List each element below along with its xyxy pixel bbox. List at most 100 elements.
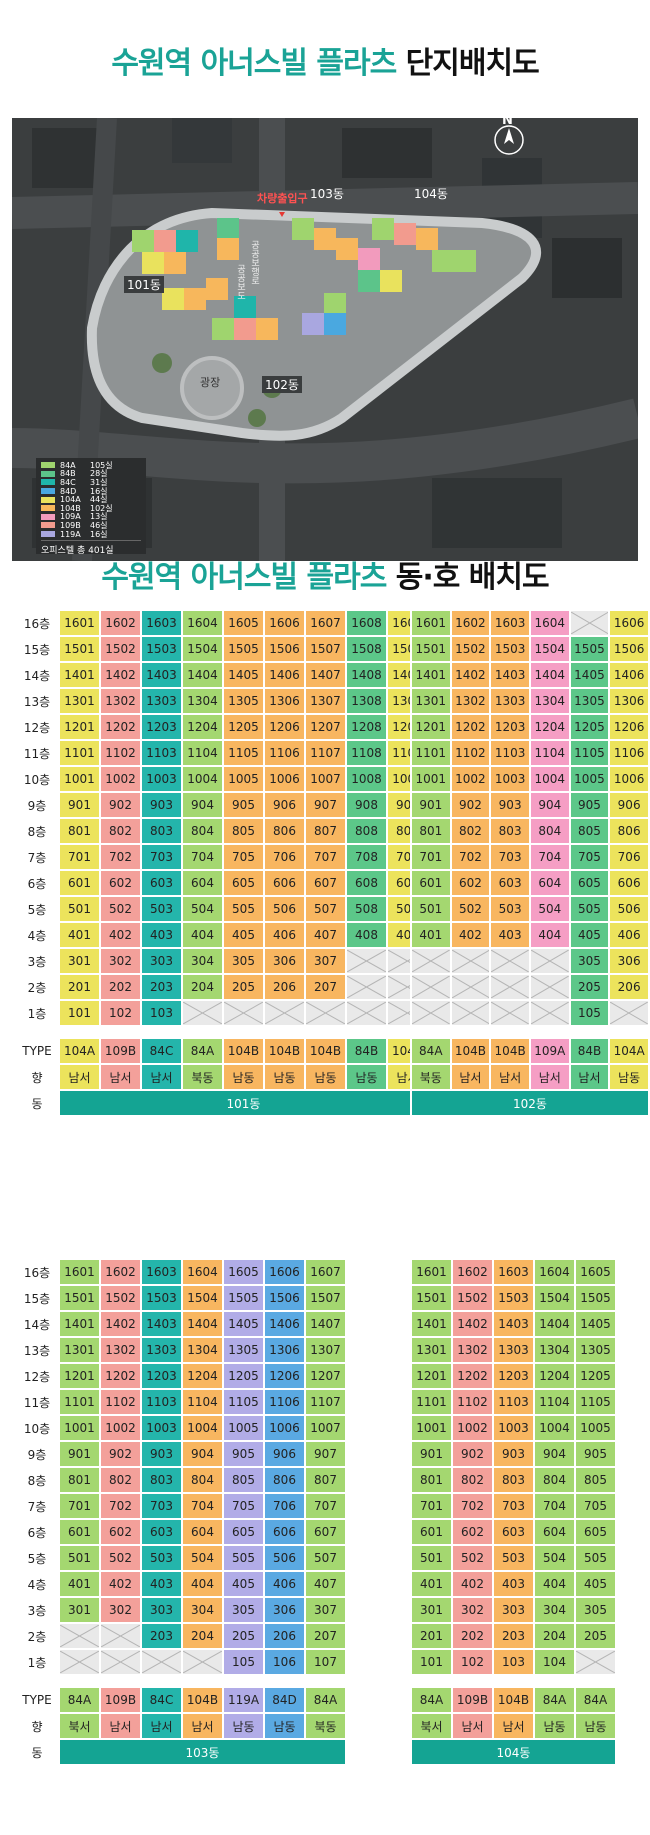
unit-cell: 406 xyxy=(608,921,650,949)
empty-unit-cross-icon xyxy=(412,950,449,972)
unit-cell: 707 xyxy=(304,843,347,871)
direction-row-label: 향 xyxy=(14,1712,60,1740)
floor-row: 13층 1301 1302 1303 1304 1305 1306 1307 xyxy=(14,1336,347,1364)
floor-row: 1101 1102 1103 1104 1105 1106 xyxy=(410,739,650,767)
unit-cell: 404 xyxy=(533,1570,576,1598)
floor-row: 10층 1001 1002 1003 1004 1005 1006 1007 xyxy=(14,1414,347,1442)
legend-count: 44실 xyxy=(90,495,108,505)
unit-cell: 1104 xyxy=(181,1388,224,1416)
unit-cell: 602 xyxy=(99,869,142,897)
unit-cell: 102 xyxy=(451,1648,494,1676)
unit-cell: 1302 xyxy=(99,1336,142,1364)
unit-cell: 1105 xyxy=(222,1388,265,1416)
unit-cell: 807 xyxy=(304,817,347,845)
unit-cell: 1506 xyxy=(263,635,306,663)
unit-cell: 1006 xyxy=(608,765,650,793)
unit-cell: 701 xyxy=(58,1492,101,1520)
unit-cell: 1603 xyxy=(489,609,531,637)
floor-row: 201 202 203 204 205 xyxy=(410,1622,617,1650)
empty-unit-cross-icon xyxy=(452,976,489,998)
unit-cell: 1601 xyxy=(58,609,101,637)
floor-row: 105 xyxy=(410,999,650,1027)
empty-unit xyxy=(449,973,492,1001)
unit-direction-cell: 북동 xyxy=(181,1063,224,1091)
unit-cell: 1401 xyxy=(58,1310,101,1338)
unit-cell: 1402 xyxy=(99,1310,142,1338)
unit-cell: 1403 xyxy=(492,1310,535,1338)
unit-cell: 304 xyxy=(181,1596,224,1624)
unit-cell: 502 xyxy=(449,895,492,923)
empty-unit-cross-icon xyxy=(452,1002,489,1024)
unit-cell: 202 xyxy=(451,1622,494,1650)
unit-cell: 303 xyxy=(140,947,183,975)
unit-cell: 904 xyxy=(533,1440,576,1468)
legend-type: 109A xyxy=(60,512,81,522)
unit-cell: 505 xyxy=(222,895,265,923)
unit-cell: 1502 xyxy=(449,635,492,663)
unit-cell: 503 xyxy=(140,1544,183,1572)
unit-cell: 403 xyxy=(140,921,183,949)
unit-cell: 405 xyxy=(574,1570,617,1598)
unit-type-cell: 84A xyxy=(574,1686,617,1714)
unit-cell: 307 xyxy=(304,947,347,975)
unit-cell: 907 xyxy=(304,791,347,819)
floor-row: 15층 1501 1502 1503 1504 1505 1506 1507 1508 1509 xyxy=(14,635,429,663)
empty-unit-cross-icon xyxy=(577,1651,614,1673)
unit-cell: 1301 xyxy=(410,687,452,715)
unit-cell: 101 xyxy=(58,999,101,1027)
unit-cell: 1005 xyxy=(568,765,611,793)
unit-cell: 1203 xyxy=(140,713,183,741)
floor-row: 2층 201 202 203 204 205 206 207 xyxy=(14,973,429,1001)
empty-unit-cross-icon xyxy=(143,1651,180,1673)
unit-cell: 1503 xyxy=(140,1284,183,1312)
unit-cell: 704 xyxy=(181,1492,224,1520)
unit-cell: 1104 xyxy=(181,739,224,767)
empty-unit xyxy=(181,999,224,1027)
unit-direction-cell: 남서 xyxy=(451,1712,494,1740)
unit-type-cell: 104B xyxy=(263,1037,306,1065)
unit-cell: 1203 xyxy=(140,1362,183,1390)
unit-cell: 1405 xyxy=(222,661,265,689)
unit-cell: 106 xyxy=(263,1648,306,1676)
unit-direction-cell: 남동 xyxy=(263,1712,306,1740)
unit-cell: 206 xyxy=(608,973,650,1001)
unit-type-cell: 84A xyxy=(304,1686,347,1714)
unit-cell: 1303 xyxy=(489,687,531,715)
unit-cell: 1205 xyxy=(222,713,265,741)
floor-row: 601 602 603 604 605 606 xyxy=(410,869,650,897)
empty-unit-cross-icon xyxy=(492,976,528,998)
building-103-label: 103동 xyxy=(310,187,344,201)
unit-cell: 905 xyxy=(222,791,265,819)
floor-row: 7층 701 702 703 704 705 706 707 708 709 xyxy=(14,843,429,871)
unit-cell: 1207 xyxy=(304,713,347,741)
floor-row: 5층 501 502 503 504 505 506 507 508 509 xyxy=(14,895,429,923)
empty-unit xyxy=(528,973,571,1001)
unit-cell: 603 xyxy=(489,869,531,897)
empty-unit-cross-icon xyxy=(531,950,568,972)
unit-cell: 805 xyxy=(222,1466,265,1494)
unit-cell: 1607 xyxy=(304,609,347,637)
unit-cell: 804 xyxy=(181,1466,224,1494)
unit-cell: 1606 xyxy=(263,609,306,637)
unit-cell: 1002 xyxy=(449,765,492,793)
empty-unit-cross-icon xyxy=(61,1625,98,1647)
empty-unit xyxy=(345,947,388,975)
floor-label: 3층 xyxy=(14,1596,60,1624)
legend-count: 105실 xyxy=(90,460,113,470)
unit-cell: 1103 xyxy=(489,739,531,767)
unit-cell: 605 xyxy=(222,1518,265,1546)
unit-cell: 1506 xyxy=(608,635,650,663)
building-name-band: 104동 xyxy=(410,1738,617,1766)
legend-count: 16실 xyxy=(90,529,108,539)
unit-cell: 201 xyxy=(58,973,101,1001)
unit-cell: 704 xyxy=(528,843,571,871)
building-104-unit-grid: 1601 1602 1603 1604 1605 1501 1502 1503 1504 1505… xyxy=(410,1258,617,1766)
grid-gap xyxy=(15,1026,428,1038)
unit-cell: 903 xyxy=(140,1440,183,1468)
unit-direction-cell: 남서 xyxy=(58,1063,101,1091)
unit-cell: 604 xyxy=(181,869,224,897)
unit-cell: 1101 xyxy=(410,739,452,767)
unit-cell: 504 xyxy=(528,895,571,923)
unit-cell: 403 xyxy=(140,1570,183,1598)
unit-cell: 802 xyxy=(451,1466,494,1494)
